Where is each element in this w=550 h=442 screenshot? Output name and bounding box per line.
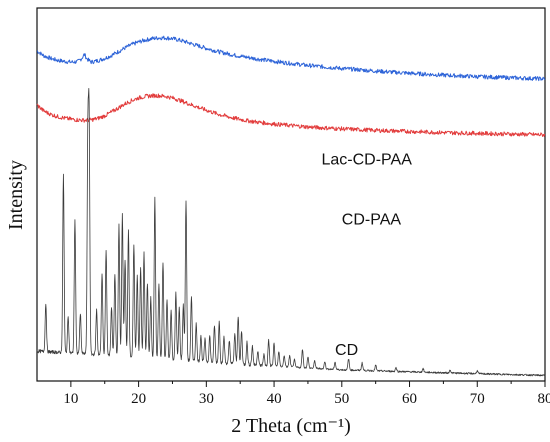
x-tick-label: 30 xyxy=(199,391,214,407)
x-tick-label: 70 xyxy=(470,391,485,407)
x-axis-ticks: 10 20 30 40 50 60 70 80 xyxy=(63,381,550,407)
series-line-cd xyxy=(36,87,546,377)
y-axis-title: Intensity xyxy=(5,160,27,230)
x-tick-label: 10 xyxy=(63,391,78,407)
series-labels: Lac-CD-PAA CD-PAA CD xyxy=(321,152,412,359)
series-label-lac-cd-paa: Lac-CD-PAA xyxy=(321,152,412,169)
series-label-cd: CD xyxy=(335,342,358,359)
x-tick-label: 60 xyxy=(402,391,417,407)
series-label-cd-paa: CD-PAA xyxy=(342,211,402,228)
x-tick-label: 20 xyxy=(131,391,146,407)
plot-frame xyxy=(36,7,546,382)
series-line-lac-cd-paa xyxy=(36,35,546,82)
x-tick-label: 40 xyxy=(267,391,282,407)
x-tick-label: 80 xyxy=(538,391,550,407)
x-tick-label: 50 xyxy=(334,391,349,407)
x-axis-title: 2 Theta (cm⁻¹) xyxy=(231,415,350,437)
series-line-cd-paa xyxy=(36,93,546,137)
series-layer xyxy=(36,35,546,377)
